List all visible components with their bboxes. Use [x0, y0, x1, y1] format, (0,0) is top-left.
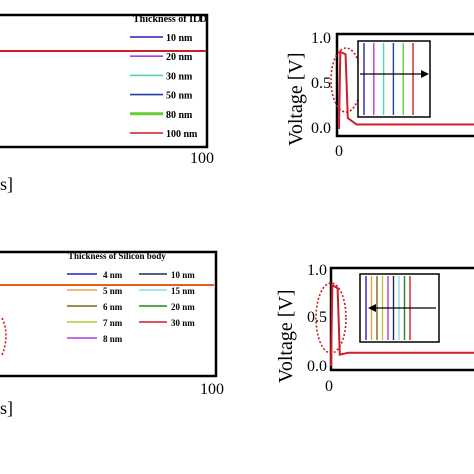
legend-title: Thickness of ILD	[133, 14, 207, 25]
plot-frame	[0, 13, 209, 149]
x-axis-label-fragment: s]	[0, 174, 13, 194]
legend-label: 7 nm	[103, 318, 123, 328]
voltage-curve	[330, 283, 474, 367]
plot-frame	[0, 250, 218, 378]
legend-label: 50 nm	[166, 91, 193, 102]
legend: 4 nm 5 nm 6 nm 7 nm 8 nm 10 nm 15 nm 20 nm 30 nm	[67, 270, 195, 344]
y-tick-label: 0.0	[311, 120, 331, 137]
voltage-curve	[338, 50, 474, 130]
y-axis-label: Voltage [V]	[285, 53, 307, 147]
arrow-head	[421, 70, 429, 78]
legend-label: 10 nm	[171, 270, 195, 280]
legend-title: Thickness of Silicon body	[68, 251, 166, 261]
panel-top-right: 1.0 0.5 0.0 0 Voltage [V]	[285, 30, 474, 160]
legend-label: 6 nm	[103, 302, 123, 312]
x-tick-label: 0	[335, 143, 343, 160]
arrow-head	[368, 304, 376, 312]
panel-top-left: Thickness of ILD 10 nm 20 nm 30 nm 50 nm 80 …	[0, 13, 214, 194]
legend-label: 20 nm	[171, 302, 195, 312]
x-axis-label-fragment: s]	[0, 398, 13, 418]
x-tick-label: 100	[200, 381, 224, 398]
legend-label: 30 nm	[166, 71, 193, 82]
legend-label: 80 nm	[166, 110, 193, 121]
inset-lines	[363, 43, 414, 115]
legend-label: 5 nm	[103, 286, 123, 296]
y-tick-label: 0.5	[307, 309, 327, 326]
legend-label: 100 nm	[166, 129, 198, 140]
highlight-ellipse	[315, 282, 347, 354]
highlight-ellipse	[1, 317, 7, 356]
y-tick-label: 1.0	[307, 262, 327, 279]
legend-label: 30 nm	[171, 318, 195, 328]
y-tick-label: 0.5	[311, 75, 331, 92]
y-axis-label: Voltage [V]	[275, 290, 297, 384]
legend-label: 15 nm	[171, 286, 195, 296]
legend-label: 10 nm	[166, 33, 193, 44]
legend: 10 nm 20 nm 30 nm 50 nm 80 nm 100 nm	[130, 33, 198, 140]
panel-bottom-right: 1.0 0.5 0.0 0 Voltage [V]	[275, 262, 474, 395]
y-tick-label: 1.0	[311, 30, 331, 47]
panel-bottom-left: Thickness of Silicon body 4 nm 5 nm 6 nm 7 …	[0, 250, 224, 418]
x-tick-label: 100	[190, 150, 214, 167]
x-tick-label: 0	[325, 378, 333, 395]
legend-label: 4 nm	[103, 270, 123, 280]
plot-frame	[335, 32, 474, 138]
legend-label: 8 nm	[103, 334, 123, 344]
y-tick-label: 0.0	[307, 358, 327, 375]
legend-label: 20 nm	[166, 52, 193, 63]
